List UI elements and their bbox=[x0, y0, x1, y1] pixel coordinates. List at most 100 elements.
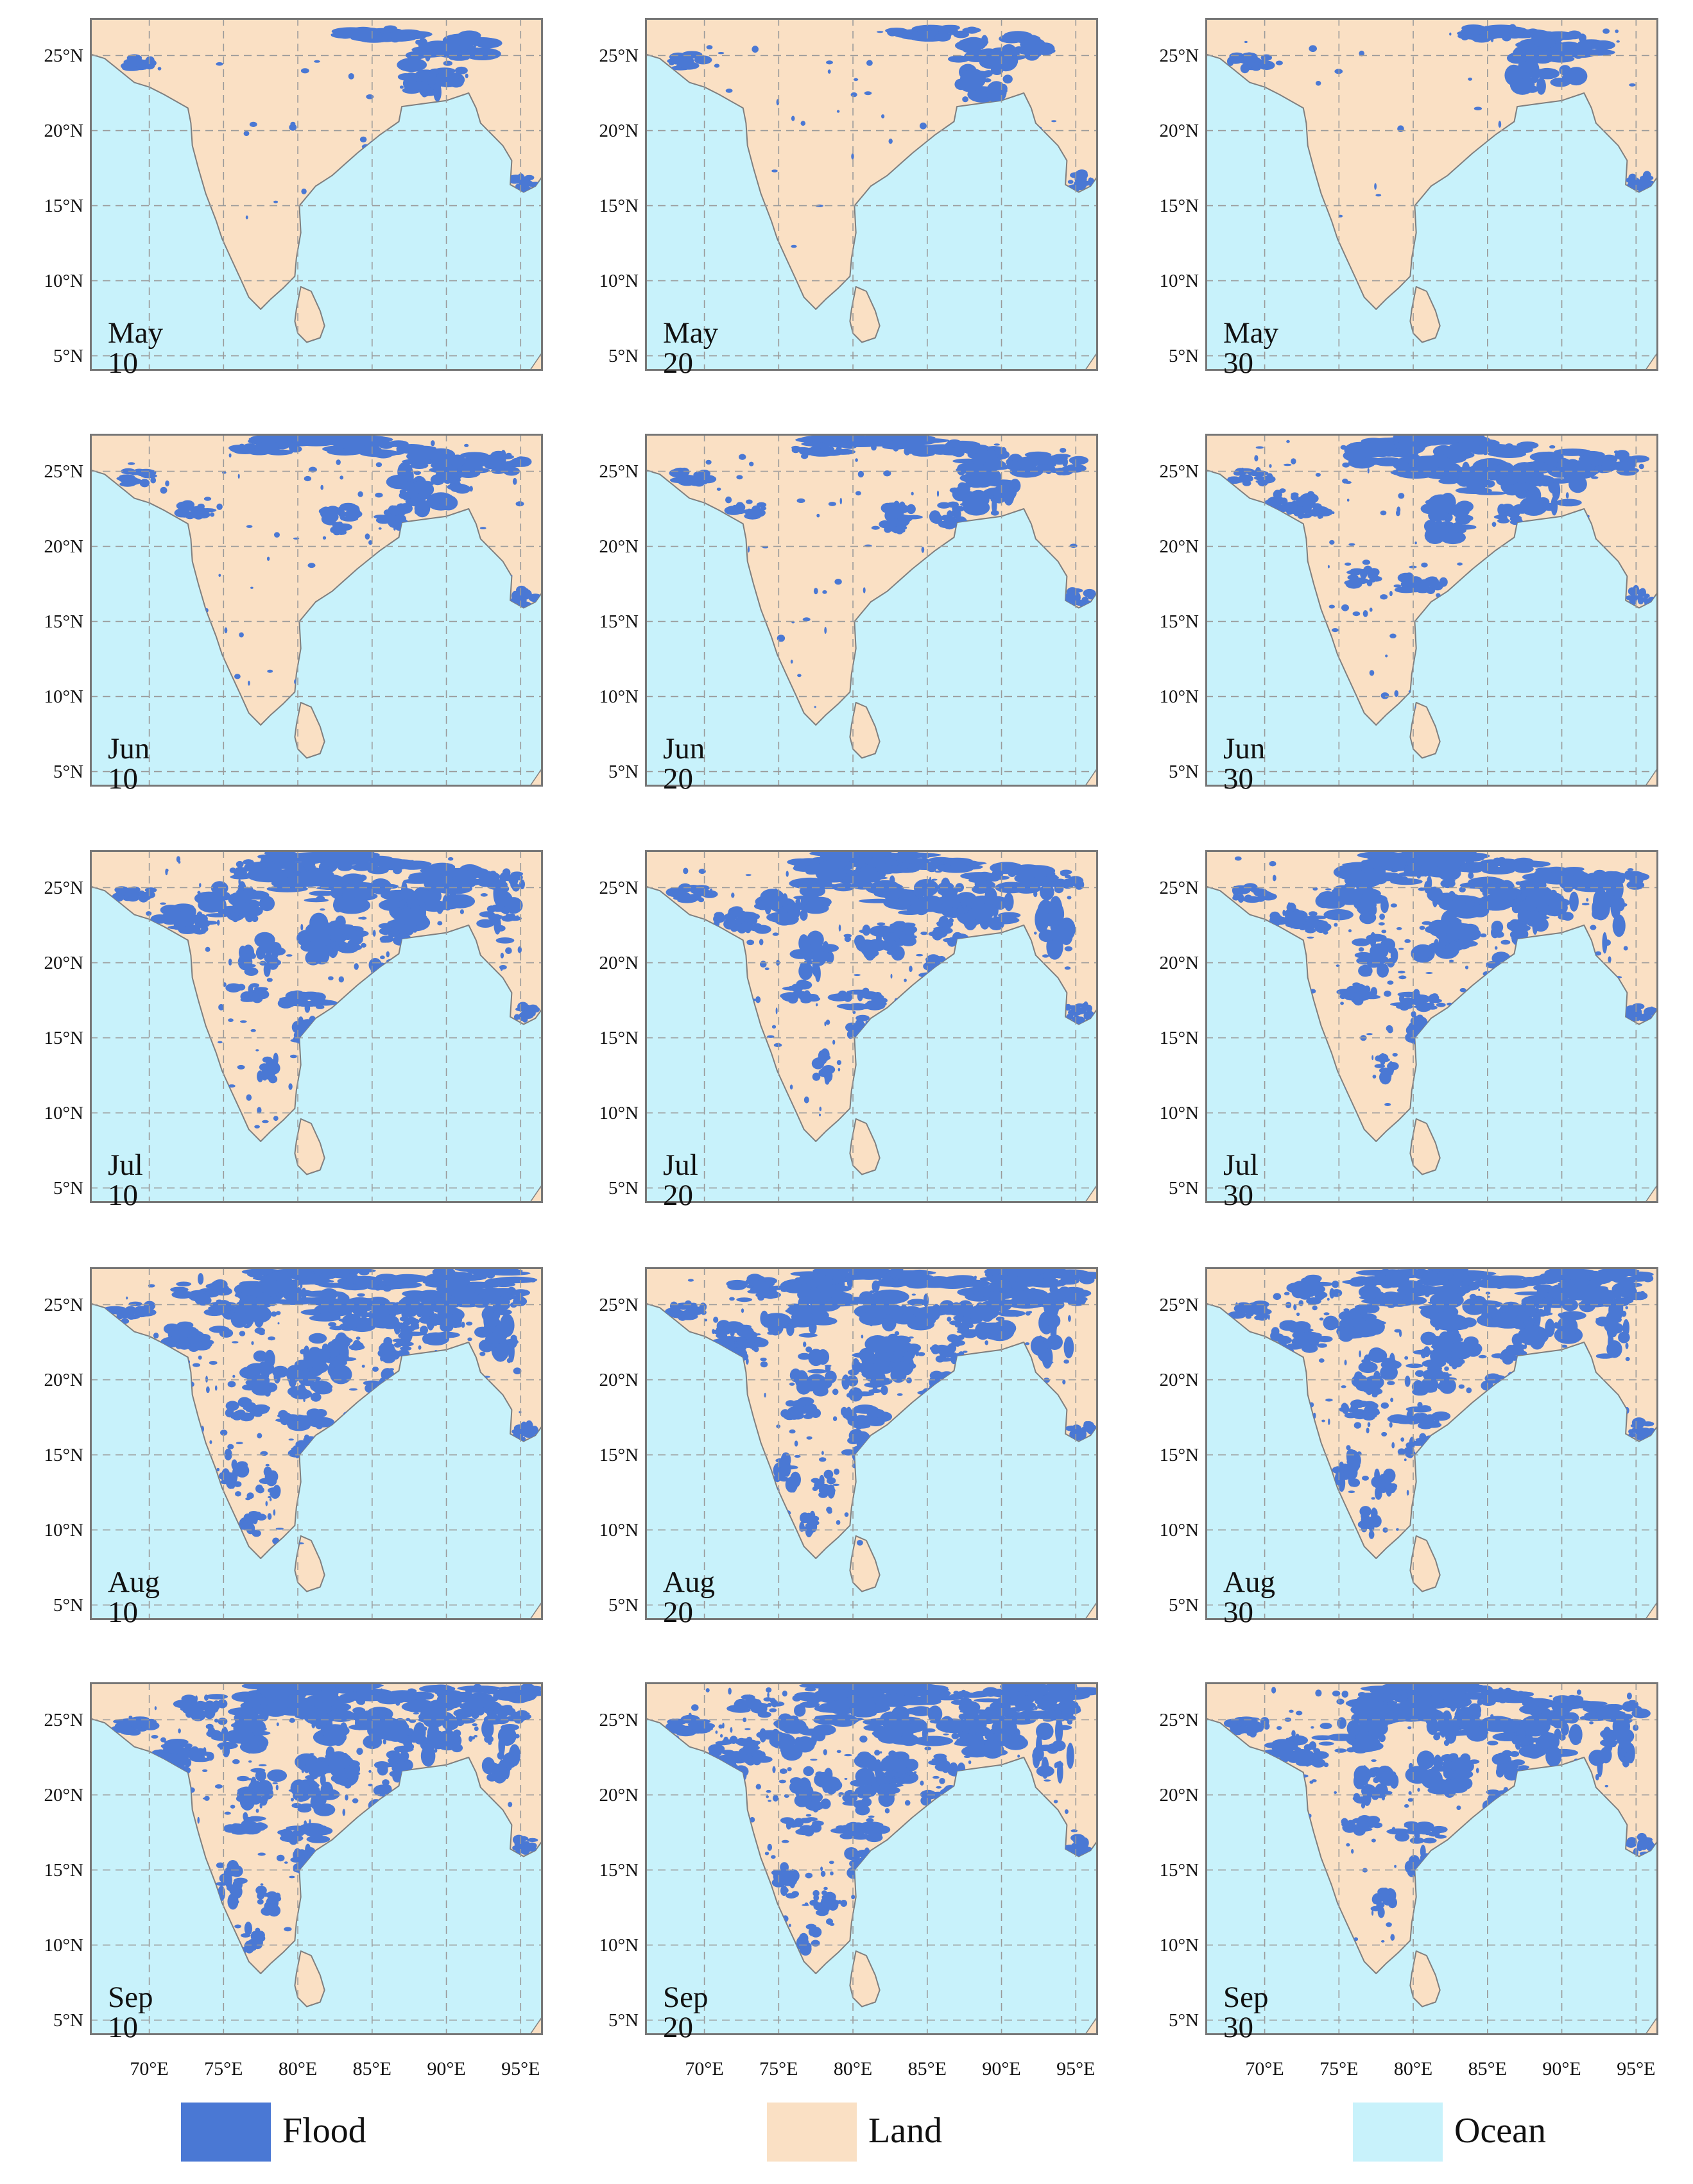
panel-date-label: May 20 bbox=[663, 316, 719, 380]
lat-tick-label: 15°N bbox=[44, 1444, 83, 1465]
lat-tick-label: 25°N bbox=[44, 1709, 83, 1730]
lat-tick-label: 10°N bbox=[1159, 270, 1199, 291]
lat-tick-label: 25°N bbox=[44, 45, 83, 66]
lat-tick-label: 25°N bbox=[1159, 877, 1199, 898]
legend-label-land: Land bbox=[868, 2111, 943, 2151]
lon-tick-label: 80°E bbox=[1393, 2058, 1433, 2079]
flood-map bbox=[1205, 850, 1658, 1203]
lat-tick-label: 20°N bbox=[599, 1784, 639, 1805]
flood-map bbox=[645, 18, 1098, 371]
sri-lanka bbox=[294, 701, 325, 759]
flood-map bbox=[90, 1267, 543, 1620]
panel-date-label: May 10 bbox=[108, 316, 164, 380]
lon-tick-label: 90°E bbox=[1542, 2058, 1581, 2079]
graticule bbox=[645, 434, 1098, 787]
graticule bbox=[1205, 1682, 1658, 2035]
sri-lanka bbox=[294, 1950, 325, 2008]
lat-tick-label: 5°N bbox=[53, 1594, 83, 1616]
map-frame bbox=[645, 1267, 1098, 1620]
flood-map bbox=[90, 1682, 543, 2035]
lat-tick-label: 25°N bbox=[599, 1294, 639, 1315]
map-frame bbox=[1205, 850, 1658, 1203]
flood-areas bbox=[669, 434, 1096, 710]
lat-tick-label: 15°N bbox=[599, 611, 639, 632]
sri-lanka bbox=[849, 286, 881, 343]
graticule bbox=[1205, 850, 1658, 1203]
lon-tick-label: 95°E bbox=[1056, 2058, 1096, 2079]
lat-tick-label: 15°N bbox=[599, 1027, 639, 1048]
lat-tick-label: 25°N bbox=[1159, 1709, 1199, 1730]
flood-map bbox=[1205, 434, 1658, 787]
panel-date-label: May 30 bbox=[1223, 316, 1279, 380]
lat-tick-label: 20°N bbox=[44, 1784, 83, 1805]
map-frame bbox=[90, 18, 543, 371]
lat-tick-label: 25°N bbox=[44, 877, 83, 898]
lat-tick-label: 20°N bbox=[1159, 952, 1199, 973]
lat-tick-label: 10°N bbox=[599, 1102, 639, 1123]
lat-tick-label: 25°N bbox=[599, 1709, 639, 1730]
lat-tick-label: 25°N bbox=[44, 1294, 83, 1315]
graticule bbox=[645, 1267, 1098, 1620]
sri-lanka bbox=[1409, 1535, 1441, 1592]
map-frame bbox=[90, 850, 543, 1203]
graticule bbox=[1205, 18, 1658, 371]
lat-tick-label: 10°N bbox=[1159, 1934, 1199, 1956]
flood-areas bbox=[1227, 24, 1654, 294]
lat-tick-label: 10°N bbox=[1159, 1102, 1199, 1123]
panel-date-label: Sep 30 bbox=[1223, 1981, 1269, 2044]
lat-tick-label: 20°N bbox=[44, 120, 83, 141]
lat-tick-label: 20°N bbox=[44, 536, 83, 557]
lat-tick-label: 20°N bbox=[599, 1369, 639, 1390]
flood-areas bbox=[667, 24, 1095, 285]
lat-tick-label: 10°N bbox=[599, 270, 639, 291]
map-frame bbox=[1205, 18, 1658, 371]
sri-lanka bbox=[1409, 1118, 1441, 1175]
lon-tick-label: 70°E bbox=[130, 2058, 169, 2079]
lat-tick-label: 5°N bbox=[608, 2009, 639, 2031]
lat-tick-label: 20°N bbox=[599, 536, 639, 557]
legend-swatch-ocean bbox=[1353, 2103, 1443, 2162]
panel-date-label: Jul 20 bbox=[663, 1148, 698, 1212]
lat-tick-label: 10°N bbox=[599, 1934, 639, 1956]
lat-tick-label: 5°N bbox=[608, 1177, 639, 1199]
lat-tick-label: 15°N bbox=[44, 1027, 83, 1048]
flood-areas bbox=[1225, 434, 1656, 710]
sri-lanka bbox=[849, 1118, 881, 1175]
flood-map bbox=[90, 850, 543, 1203]
lat-tick-label: 20°N bbox=[44, 952, 83, 973]
lat-tick-label: 20°N bbox=[599, 952, 639, 973]
lon-tick-label: 90°E bbox=[982, 2058, 1021, 2079]
lon-tick-label: 85°E bbox=[1468, 2058, 1507, 2079]
flood-areas bbox=[665, 1267, 1098, 1546]
sri-lanka bbox=[849, 1535, 881, 1592]
lon-tick-label: 85°E bbox=[352, 2058, 391, 2079]
flood-map bbox=[645, 1267, 1098, 1620]
lat-tick-label: 5°N bbox=[53, 2009, 83, 2031]
graticule bbox=[90, 850, 543, 1203]
lon-tick-label: 85°E bbox=[907, 2058, 947, 2079]
lat-tick-label: 10°N bbox=[599, 1519, 639, 1540]
lat-tick-label: 5°N bbox=[53, 345, 83, 366]
lat-tick-label: 5°N bbox=[608, 345, 639, 366]
lat-tick-label: 10°N bbox=[1159, 686, 1199, 707]
lat-tick-label: 15°N bbox=[44, 611, 83, 632]
flood-map bbox=[645, 434, 1098, 787]
legend-label-ocean: Ocean bbox=[1454, 2111, 1547, 2151]
lon-tick-label: 70°E bbox=[685, 2058, 724, 2079]
lat-tick-label: 25°N bbox=[599, 877, 639, 898]
lat-tick-label: 10°N bbox=[44, 686, 83, 707]
sri-lanka bbox=[294, 286, 325, 343]
map-frame bbox=[90, 434, 543, 787]
map-frame bbox=[1205, 1267, 1658, 1620]
panel-date-label: Jun 20 bbox=[663, 732, 705, 796]
lat-tick-label: 5°N bbox=[608, 761, 639, 782]
lat-tick-label: 20°N bbox=[1159, 120, 1199, 141]
graticule bbox=[90, 1682, 543, 2035]
panel-date-label: Aug 20 bbox=[663, 1565, 715, 1629]
map-frame bbox=[90, 1682, 543, 2035]
panel-date-label: Jul 10 bbox=[108, 1148, 143, 1212]
lat-tick-label: 10°N bbox=[44, 1102, 83, 1123]
panel-date-label: Aug 10 bbox=[108, 1565, 160, 1629]
graticule bbox=[90, 434, 543, 787]
lon-tick-label: 75°E bbox=[1319, 2058, 1359, 2079]
